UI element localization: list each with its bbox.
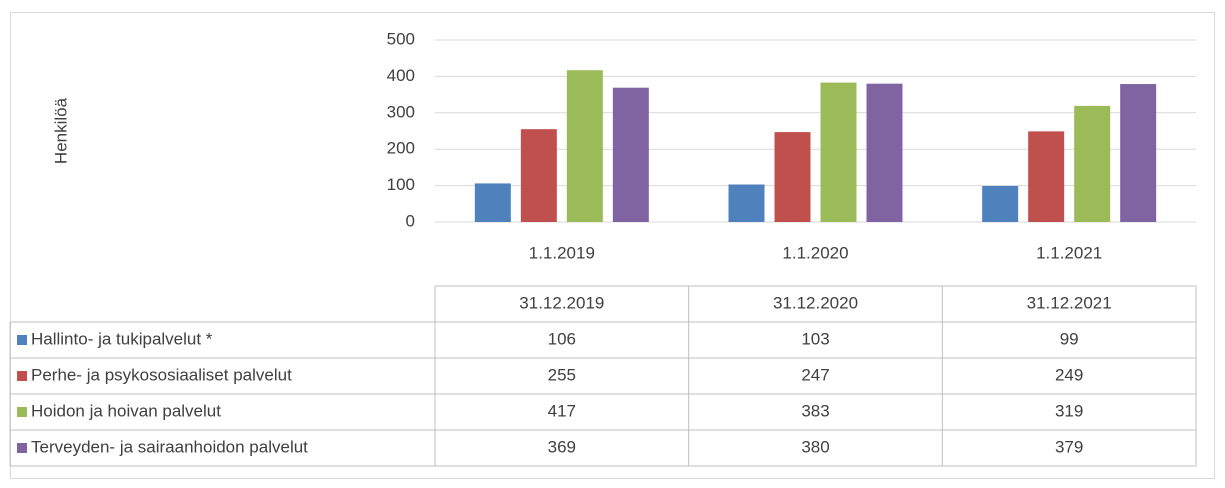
bar (1074, 105, 1111, 222)
bar (520, 129, 557, 222)
bar (982, 185, 1019, 222)
bar (728, 184, 765, 222)
x-tick-label: 1.1.2020 (782, 243, 848, 262)
legend-swatch (17, 335, 27, 345)
chart-border (10, 12, 1215, 479)
legend-label: Hallinto- ja tukipalvelut * (31, 329, 213, 348)
y-tick-label: 100 (387, 175, 415, 194)
bar (820, 82, 857, 222)
table-cell: 99 (1060, 329, 1079, 348)
x-tick-label: 1.1.2021 (1036, 243, 1102, 262)
table-cell: 319 (1055, 401, 1083, 420)
table-cell: 379 (1055, 437, 1083, 456)
table-cell: 255 (548, 365, 576, 384)
table-cell: 369 (548, 437, 576, 456)
bar (1120, 84, 1157, 222)
table-cell: 383 (801, 401, 829, 420)
legend-label: Terveyden- ja sairaanhoidon palvelut (31, 437, 308, 456)
legend-swatch (17, 407, 27, 417)
table-cell: 247 (801, 365, 829, 384)
y-tick-label: 0 (406, 211, 415, 230)
table-cell: 103 (801, 329, 829, 348)
y-tick-label: 400 (387, 66, 415, 85)
table-header: 31.12.2019 (519, 293, 604, 312)
bar (612, 87, 649, 223)
table-cell: 417 (548, 401, 576, 420)
y-axis-title: Henkilöä (51, 97, 70, 164)
y-tick-label: 200 (387, 139, 415, 158)
legend-swatch (17, 443, 27, 453)
table-header: 31.12.2020 (773, 293, 858, 312)
table-cell: 106 (548, 329, 576, 348)
bar (866, 83, 903, 223)
bar (474, 183, 511, 222)
y-tick-label: 300 (387, 102, 415, 121)
bar (1028, 131, 1065, 222)
x-tick-label: 1.1.2019 (529, 243, 595, 262)
bar (774, 132, 811, 222)
y-tick-label: 500 (387, 29, 415, 48)
table-cell: 380 (801, 437, 829, 456)
legend-label: Perhe- ja psykososiaaliset palvelut (31, 365, 292, 384)
legend-swatch (17, 371, 27, 381)
table-cell: 249 (1055, 365, 1083, 384)
bar (566, 70, 603, 222)
legend-label: Hoidon ja hoivan palvelut (31, 401, 221, 420)
table-header: 31.12.2021 (1027, 293, 1112, 312)
